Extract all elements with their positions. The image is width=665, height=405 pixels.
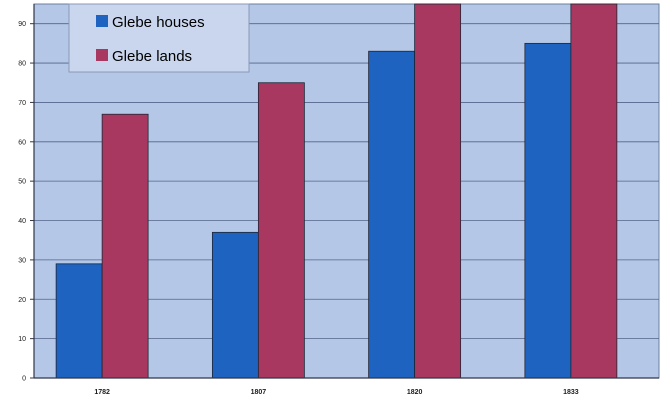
bars: [55, 3, 618, 379]
bar-glebe-houses-1833: [524, 42, 572, 379]
bar-glebe-lands-1782: [101, 113, 149, 379]
y-tick-label: 90: [18, 21, 26, 28]
legend: Glebe houses Glebe lands: [68, 3, 250, 73]
bar-glebe-lands-1833: [570, 3, 618, 379]
y-tick-label: 40: [18, 218, 26, 225]
y-tick-label: 20: [18, 297, 26, 304]
y-tick-label: 60: [18, 139, 26, 146]
bar-glebe-lands-1820: [414, 3, 462, 379]
x-tick-label: 1807: [251, 389, 267, 396]
bar-glebe-lands-1807: [257, 82, 305, 379]
y-tick-label: 50: [18, 179, 26, 186]
y-tick-label: 30: [18, 257, 26, 264]
y-axis-ticks: 0 10 20 30 40 50 60 70 80 90: [18, 21, 34, 383]
legend-swatch-glebe-houses: [96, 15, 108, 27]
y-tick-label: 0: [22, 376, 26, 383]
y-tick-label: 10: [18, 336, 26, 343]
legend-swatch-glebe-lands: [96, 49, 108, 61]
bar-glebe-houses-1782: [55, 263, 103, 379]
x-tick-label: 1782: [94, 389, 110, 396]
x-tick-label: 1833: [563, 389, 579, 396]
bar-glebe-houses-1807: [211, 231, 259, 379]
x-tick-label: 1820: [407, 389, 423, 396]
x-axis-labels: 1782 1807 1820 1833: [94, 389, 578, 396]
legend-label-glebe-houses: Glebe houses: [112, 14, 205, 31]
bar-glebe-houses-1820: [368, 50, 416, 379]
legend-label-glebe-lands: Glebe lands: [112, 48, 192, 65]
y-tick-label: 80: [18, 61, 26, 68]
y-tick-label: 70: [18, 100, 26, 107]
